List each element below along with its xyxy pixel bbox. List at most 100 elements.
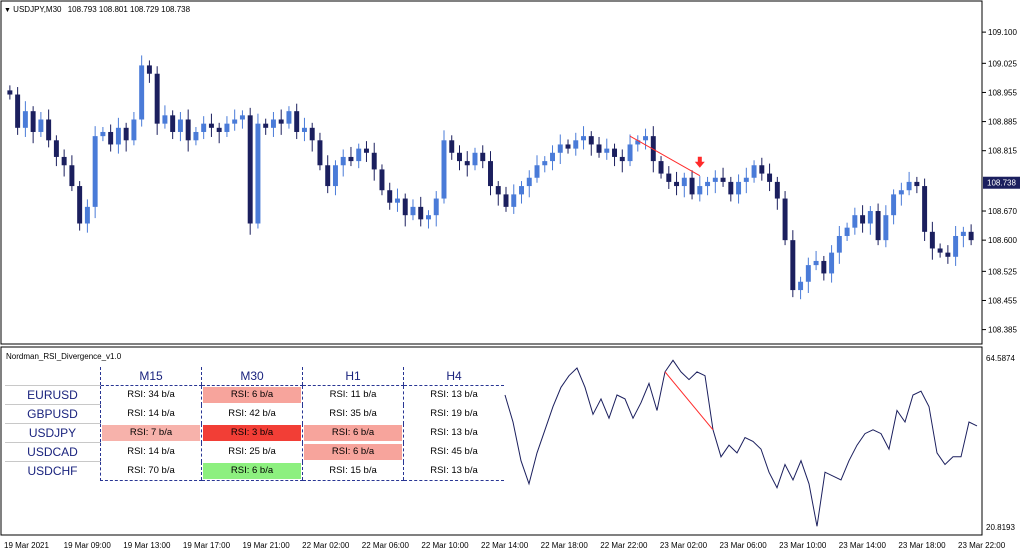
time-tick-label: 19 Mar 21:00 [243,541,291,550]
symbol-label: USDJPY [5,423,101,443]
candle-body [619,156,625,162]
candle-body [410,206,416,216]
price-tick-label: 108.455 [988,296,1017,305]
symbol-timeframe: USDJPY,M30 [13,5,62,14]
candle-body [767,173,773,182]
candle-body [565,144,571,149]
rsi-cell: RSI: 7 b/a [100,423,202,443]
table-row: USDJPY RSI: 7 b/a RSI: 3 b/a RSI: 6 b/a RSI:… [5,423,504,443]
candle-body [867,211,873,224]
candle-body [790,240,796,291]
ohlc-values: 108.793 108.801 108.729 108.738 [67,5,191,14]
candle-body [743,177,749,182]
candle-body [945,252,951,257]
candle-body [270,119,276,128]
candle-body [968,231,974,241]
candle-body [263,123,269,128]
candle-body [53,140,59,157]
candle-body [906,181,912,191]
time-tick-label: 19 Mar 13:00 [123,541,171,550]
symbol-label: USDCAD [5,442,101,462]
rsi-tick-label: 20.8193 [986,523,1015,532]
table-corner [5,367,101,386]
rsi-cell-value: RSI: 15 b/a [329,464,377,476]
candle-body [457,152,462,162]
rsi-cell-value: RSI: 19 b/a [430,408,478,419]
candle-body [201,123,207,132]
candle-body [146,65,152,74]
candle-body [348,156,354,162]
candle-body [751,165,757,178]
candle-body [441,140,447,199]
price-tick-label: 109.100 [988,28,1017,37]
candle-body [666,173,672,182]
rsi-cell: RSI: 3 b/a [201,423,303,443]
time-tick-label: 19 Mar 09:00 [64,541,112,550]
candle-body [813,260,819,266]
candle-body [588,136,594,145]
candle-body [247,115,253,224]
candle-body [108,131,114,145]
price-tick-label: 109.025 [988,59,1017,68]
candle-body [852,215,858,228]
candle-body [674,181,680,187]
table-row: EURUSD RSI: 34 b/a RSI: 6 b/a RSI: 11 b/a RS… [5,385,504,405]
rsi-cell-value: RSI: 6 b/a [304,444,402,460]
candle-body [433,198,439,216]
candle-body [193,131,199,141]
price-tick-label: 108.885 [988,118,1017,127]
rsi-cell: RSI: 15 b/a [302,461,404,481]
symbol-header[interactable]: ▼ USDJPY,M30 108.793 108.801 108.729 108… [4,5,190,14]
candle-body [534,165,540,178]
candle-body [875,211,881,241]
candle-body [139,65,145,120]
rsi-cell: RSI: 13 b/a [403,423,504,443]
candle-body [332,165,338,187]
candle-body [239,115,245,120]
candle-body [208,123,214,128]
candle-body [162,115,168,124]
rsi-table: M15 M30 H1 H4 EURUSD RSI: 34 b/a RSI: 6 b/… [5,367,504,481]
time-tick-label: 23 Mar 10:00 [779,541,827,550]
time-tick-label: 23 Mar 02:00 [660,541,708,550]
candle-body [503,194,509,207]
symbol-label: USDCHF [5,461,101,480]
rsi-cell-value: RSI: 13 b/a [430,427,478,438]
candle-body [937,248,943,253]
candle-body [301,127,307,132]
candle-body [953,235,959,257]
rsi-cell: RSI: 14 b/a [100,442,202,462]
candle-body [650,136,656,162]
time-tick-label: 23 Mar 06:00 [720,541,768,550]
rsi-line [504,359,978,527]
candle-body [46,119,52,141]
candle-body [821,260,827,274]
rsi-cell-value: RSI: 25 b/a [228,446,276,457]
column-header: H4 [403,367,504,386]
candle-body [371,152,377,170]
rsi-cell-value: RSI: 7 b/a [102,425,200,441]
candle-body [170,115,176,132]
candle-body [542,161,548,166]
candle-body [798,281,804,291]
rsi-cell: RSI: 14 b/a [100,404,202,424]
candle-body [914,181,920,187]
candle-body [480,152,486,162]
rsi-cell-value: RSI: 6 b/a [203,462,301,479]
table-row: USDCAD RSI: 14 b/a RSI: 25 b/a RSI: 6 b/a RS… [5,442,504,462]
candle-body [224,123,230,132]
rsi-cell: RSI: 70 b/a [100,461,202,481]
time-tick-label: 22 Mar 10:00 [421,541,469,550]
rsi-cell-value: RSI: 6 b/a [304,425,402,441]
candle-body [697,186,703,195]
time-tick-label: 23 Mar 22:00 [958,541,1006,550]
rsi-cell: RSI: 11 b/a [302,385,404,405]
candle-body [387,190,393,203]
price-tick-label: 108.955 [988,88,1017,97]
candle-body [325,165,331,187]
column-header: M30 [201,367,303,386]
dropdown-triangle-icon[interactable]: ▼ [4,7,11,14]
candle-body [278,119,284,124]
time-tick-label: 23 Mar 18:00 [898,541,946,550]
